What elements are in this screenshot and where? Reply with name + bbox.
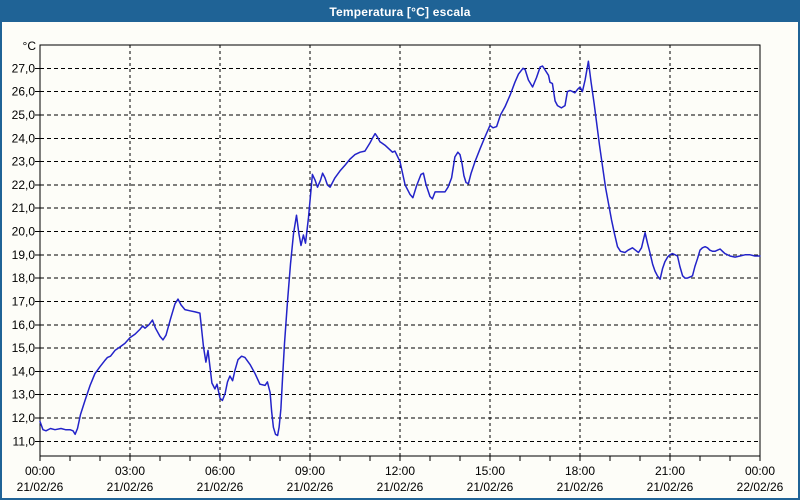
chart-title: Temperatura [°C] escala bbox=[329, 5, 471, 19]
y-tick-label: 18,0 bbox=[12, 271, 36, 285]
x-tick-date-label: 22/02/26 bbox=[737, 480, 784, 494]
x-axis-labels: 00:00 21/02/26 03:00 21/02/26 06:00 21/02/26 0… bbox=[17, 464, 784, 494]
y-tick-label: 12,0 bbox=[12, 411, 36, 425]
y-axis-labels: 27,0 26,0 25,0 24,0 23,0 22,0 21,0 20,0 19,0 18,0… bbox=[12, 39, 37, 448]
y-tick-label: 14,0 bbox=[12, 364, 36, 378]
window-title-bar: Temperatura [°C] escala bbox=[2, 2, 798, 22]
x-tick-date-label: 21/02/26 bbox=[377, 480, 424, 494]
x-tick-time-label: 00:00 bbox=[745, 464, 775, 478]
chart-area: 27,0 26,0 25,0 24,0 23,0 22,0 21,0 20,0 19,0 18,0… bbox=[2, 22, 798, 498]
x-tick-time-label: 18:00 bbox=[565, 464, 595, 478]
y-tick-label: 25,0 bbox=[12, 108, 36, 122]
x-tick-time-label: 09:00 bbox=[295, 464, 325, 478]
y-tick-label: 15,0 bbox=[12, 341, 36, 355]
horizontal-gridlines bbox=[35, 67, 760, 442]
y-tick-label: 21,0 bbox=[12, 201, 36, 215]
temperature-line bbox=[39, 60, 761, 437]
x-tick-time-label: 15:00 bbox=[475, 464, 505, 478]
y-tick-label: 20,0 bbox=[12, 225, 36, 239]
x-tick-time-label: 06:00 bbox=[205, 464, 235, 478]
x-tick-date-label: 21/02/26 bbox=[107, 480, 154, 494]
vertical-gridlines bbox=[129, 45, 671, 456]
y-tick-label: 23,0 bbox=[12, 155, 36, 169]
x-tick-date-label: 21/02/26 bbox=[17, 480, 64, 494]
x-tick-date-label: 21/02/26 bbox=[287, 480, 334, 494]
y-tick-label: 27,0 bbox=[12, 61, 36, 75]
x-tick-time-label: 12:00 bbox=[385, 464, 415, 478]
y-tick-label: 24,0 bbox=[12, 131, 36, 145]
x-tick-date-label: 21/02/26 bbox=[197, 480, 244, 494]
y-tick-label: 13,0 bbox=[12, 388, 36, 402]
x-tick-time-label: 03:00 bbox=[115, 464, 145, 478]
x-tick-date-label: 21/02/26 bbox=[467, 480, 514, 494]
x-tick-time-label: 00:00 bbox=[25, 464, 55, 478]
x-tick-time-label: 21:00 bbox=[655, 464, 685, 478]
y-axis-unit-label: °C bbox=[23, 39, 37, 53]
y-tick-label: 19,0 bbox=[12, 248, 36, 262]
y-tick-label: 26,0 bbox=[12, 85, 36, 99]
x-tick-date-label: 21/02/26 bbox=[647, 480, 694, 494]
y-tick-label: 16,0 bbox=[12, 318, 36, 332]
x-axis-ticks bbox=[39, 456, 761, 461]
temperature-chart[interactable]: 27,0 26,0 25,0 24,0 23,0 22,0 21,0 20,0 19,0 18,0… bbox=[2, 22, 798, 498]
y-tick-label: 22,0 bbox=[12, 178, 36, 192]
x-tick-date-label: 21/02/26 bbox=[557, 480, 604, 494]
y-tick-label: 17,0 bbox=[12, 294, 36, 308]
y-tick-label: 11,0 bbox=[13, 434, 36, 448]
plot-border bbox=[39, 44, 761, 457]
